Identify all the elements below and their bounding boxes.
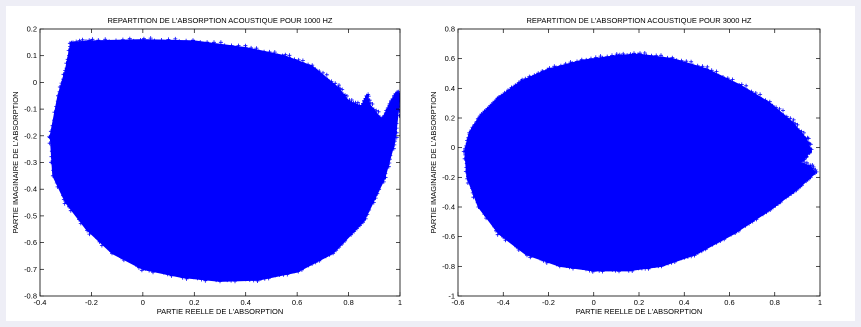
y-tick-label: 0.6 bbox=[445, 54, 455, 63]
x-tick-label: 1 bbox=[818, 298, 822, 307]
data-series bbox=[461, 51, 819, 274]
data-markers bbox=[461, 51, 819, 274]
y-tick-label: 0.8 bbox=[445, 25, 455, 34]
data-series bbox=[47, 36, 400, 284]
x-tick-label: 0.2 bbox=[634, 298, 644, 307]
y-tick-label: -0.6 bbox=[24, 238, 37, 247]
x-axis-label: PARTIE REELLE DE L'ABSORPTION bbox=[576, 307, 703, 316]
chart-1000hz: -0.4 -0.2 0 0.2 0.4 0.6 0.8 1 -0.8 -0.7 -0.6 -0.5 -0… bbox=[11, 16, 402, 316]
x-tick-label: 0.6 bbox=[292, 298, 302, 307]
y-tick-label: -0.2 bbox=[24, 131, 37, 140]
x-tick-label: -0.2 bbox=[542, 298, 555, 307]
y-tick-label: -0.1 bbox=[24, 105, 37, 114]
x-tick-label: 0.8 bbox=[770, 298, 780, 307]
y-tick-label: -0.8 bbox=[442, 262, 455, 271]
chart-title: REPARTITION DE L'ABSORPTION ACOUSTIQUE P… bbox=[527, 16, 752, 25]
y-tick-label: -0.8 bbox=[24, 292, 37, 301]
x-tick-label: 1 bbox=[398, 298, 402, 307]
y-tick-label: 0.2 bbox=[27, 25, 37, 34]
y-axis-label: PARTIE IMAGINAIRE DE L'ABSORPTION bbox=[429, 91, 438, 233]
y-tick-label: 0.1 bbox=[27, 51, 37, 60]
x-tick-label: 0.4 bbox=[679, 298, 689, 307]
y-tick-label: 0 bbox=[33, 78, 37, 87]
data-markers bbox=[47, 36, 400, 284]
x-tick-label: 0.6 bbox=[724, 298, 734, 307]
y-tick-label: 0.2 bbox=[445, 114, 455, 123]
y-tick-label: -0.7 bbox=[24, 265, 37, 274]
y-tick-label: 0.4 bbox=[445, 84, 455, 93]
y-tick-label: -0.6 bbox=[442, 232, 455, 241]
y-tick-label: -0.4 bbox=[442, 203, 455, 212]
x-tick-label: 0 bbox=[592, 298, 596, 307]
x-tick-label: 0.8 bbox=[343, 298, 353, 307]
y-tick-label: -1 bbox=[448, 292, 455, 301]
x-axis-label: PARTIE REELLE DE L'ABSORPTION bbox=[157, 307, 284, 316]
y-tick-label: -0.3 bbox=[24, 158, 37, 167]
chart-3000hz: -0.6 -0.4 -0.2 0 0.2 0.4 0.6 0.8 1 -1 -0.8 -0.6 -0.4… bbox=[429, 16, 822, 316]
x-tick-label: 0 bbox=[141, 298, 145, 307]
x-tick-label: -0.2 bbox=[85, 298, 98, 307]
x-tick-label: -0.4 bbox=[34, 298, 47, 307]
chart-title: REPARTITION DE L'ABSORPTION ACOUSTIQUE P… bbox=[108, 16, 333, 25]
y-tick-label: -0.4 bbox=[24, 185, 37, 194]
x-tick-label: 0.2 bbox=[189, 298, 199, 307]
y-tick-label: 0 bbox=[451, 143, 455, 152]
y-tick-label: -0.5 bbox=[24, 211, 37, 220]
y-axis-label: PARTIE IMAGINAIRE DE L'ABSORPTION bbox=[11, 91, 20, 233]
x-tick-label: -0.6 bbox=[452, 298, 465, 307]
y-tick-label: -0.2 bbox=[442, 173, 455, 182]
x-tick-label: 0.4 bbox=[240, 298, 250, 307]
x-tick-label: -0.4 bbox=[497, 298, 510, 307]
